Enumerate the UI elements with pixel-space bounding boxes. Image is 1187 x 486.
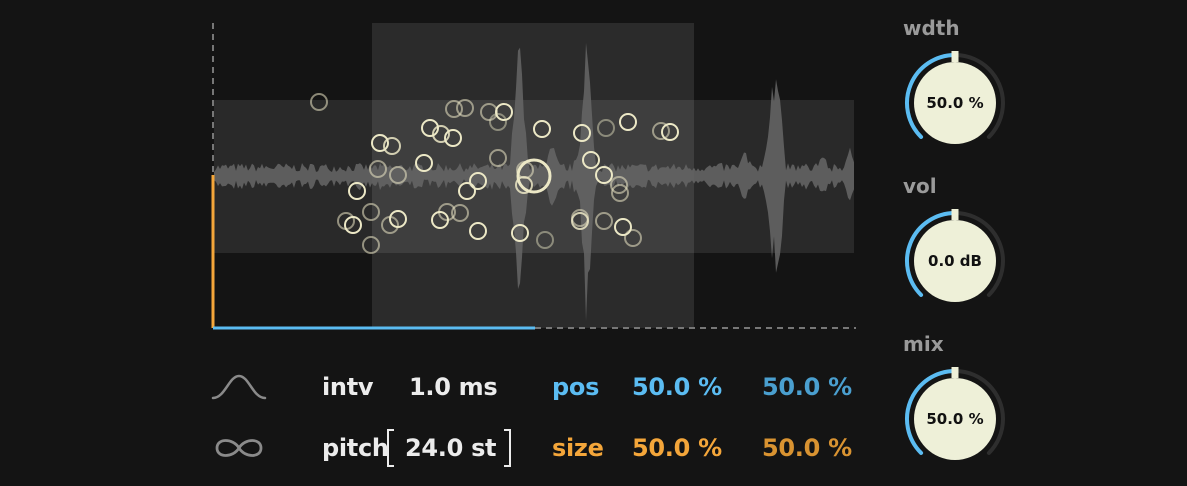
- position-value-a[interactable]: 50.0 %: [632, 373, 722, 401]
- grain-marker: [495, 103, 513, 121]
- grain-marker: [438, 203, 456, 221]
- grain-marker: [389, 166, 407, 184]
- width-knob-label: wdth: [903, 16, 960, 40]
- grain-marker: [432, 125, 450, 143]
- grain-marker: [415, 154, 433, 172]
- position-label: pos: [552, 373, 600, 401]
- position-value-b[interactable]: 50.0 %: [762, 373, 852, 401]
- volume-knob[interactable]: 0.0 dB: [900, 206, 1010, 316]
- grain-marker: [383, 137, 401, 155]
- grain-marker: [516, 158, 552, 194]
- waveform: [214, 42, 854, 321]
- grain-marker: [344, 216, 362, 234]
- width-knob-value: 50.0 %: [926, 94, 984, 112]
- knob-value-arc: [905, 211, 957, 297]
- knob-face: [914, 220, 996, 302]
- grain-marker: [469, 222, 487, 240]
- grain-marker: [597, 119, 615, 137]
- grain-marker: [624, 229, 642, 247]
- pitch-label: pitch: [322, 434, 389, 462]
- grain-marker: [456, 99, 474, 117]
- volume-knob-label: vol: [903, 174, 937, 198]
- grain-marker: [362, 236, 380, 254]
- grain-marker: [582, 151, 600, 169]
- size-label: size: [552, 434, 604, 462]
- width-knob-dial: [905, 51, 1005, 144]
- size-value-b[interactable]: 50.0 %: [762, 434, 852, 462]
- interval-label: intv: [322, 373, 374, 401]
- interval-value[interactable]: 1.0 ms: [409, 373, 498, 401]
- grain-marker: [362, 203, 380, 221]
- pitch-value-bracket: [387, 429, 511, 467]
- grain-marker: [489, 149, 507, 167]
- grain-visualizer[interactable]: [0, 0, 900, 350]
- grain-cloud: [310, 93, 679, 254]
- volume-knob-dial: [905, 209, 1005, 302]
- volume-knob-value: 0.0 dB: [928, 252, 982, 270]
- grain-marker: [369, 160, 387, 178]
- grain-marker: [595, 212, 613, 230]
- grain-marker: [371, 134, 389, 152]
- bell-curve-icon[interactable]: [211, 372, 267, 402]
- grain-marker: [381, 216, 399, 234]
- size-value-a[interactable]: 50.0 %: [632, 434, 722, 462]
- mix-knob-dial: [905, 367, 1005, 460]
- grain-marker: [511, 224, 529, 242]
- grain-marker: [445, 100, 463, 118]
- grain-marker: [533, 120, 551, 138]
- grain-marker: [348, 182, 366, 200]
- knob-face: [914, 62, 996, 144]
- grain-marker: [619, 113, 637, 131]
- grain-marker: [458, 182, 476, 200]
- grain-marker: [451, 204, 469, 222]
- grain-marker: [571, 209, 589, 227]
- grain-marker: [310, 93, 328, 111]
- pitch-value[interactable]: 24.0 st: [405, 434, 497, 462]
- width-knob[interactable]: 50.0 %: [900, 48, 1010, 158]
- knob-value-arc: [905, 53, 957, 139]
- knob-value-arc: [905, 369, 957, 455]
- mix-knob-label: mix: [903, 332, 944, 356]
- grain-marker: [661, 123, 679, 141]
- grain-marker: [421, 119, 439, 137]
- grain-marker: [614, 218, 632, 236]
- grain-marker: [611, 184, 629, 202]
- grain-marker: [610, 176, 628, 194]
- knob-face: [914, 378, 996, 460]
- mix-knob[interactable]: 50.0 %: [900, 364, 1010, 474]
- infinity-icon[interactable]: [211, 433, 267, 463]
- mix-knob-value: 50.0 %: [926, 410, 984, 428]
- grain-marker: [489, 113, 507, 131]
- grain-marker: [516, 161, 534, 179]
- grain-marker: [536, 231, 554, 249]
- grain-marker: [469, 172, 487, 190]
- grain-marker: [444, 129, 462, 147]
- grain-marker: [573, 124, 591, 142]
- grain-marker: [652, 122, 670, 140]
- grain-marker: [595, 166, 613, 184]
